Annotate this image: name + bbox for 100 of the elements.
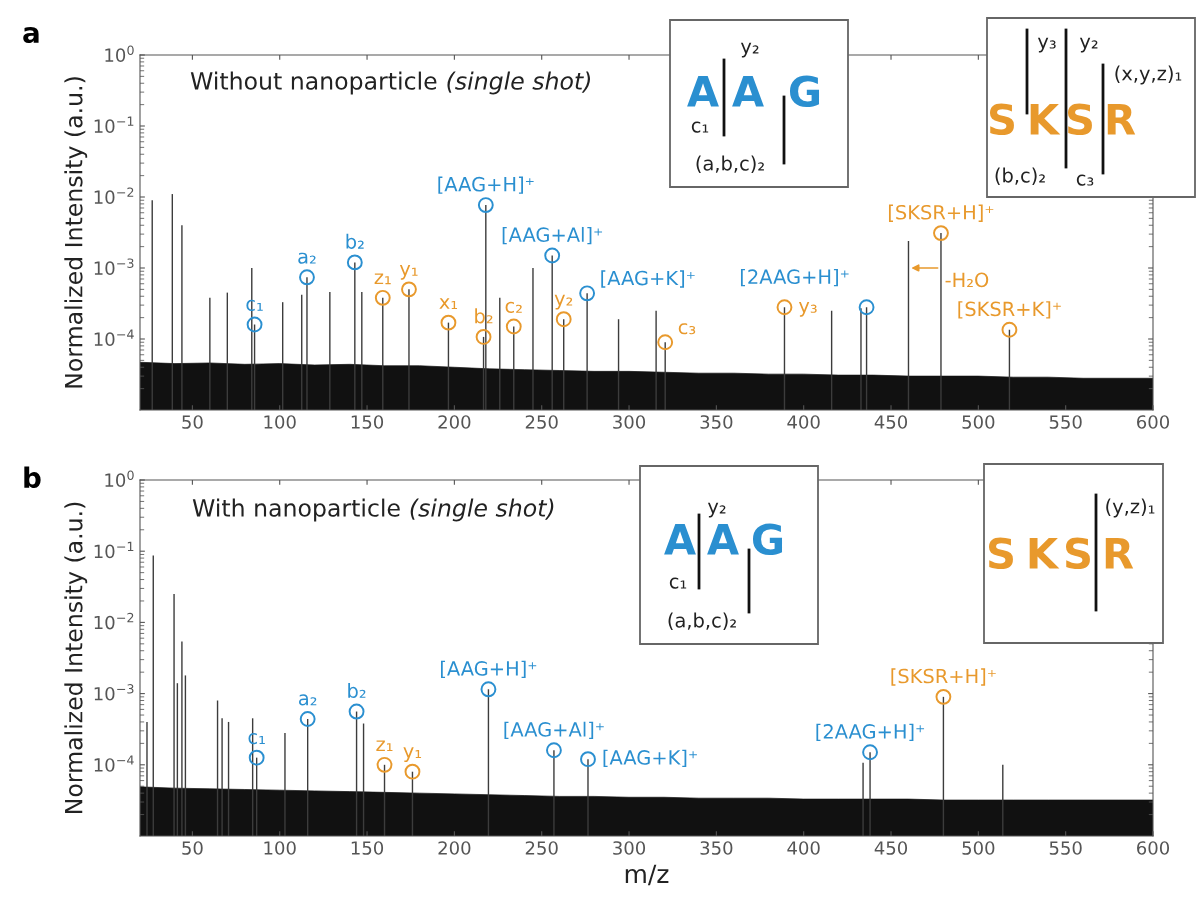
point [657,334,674,351]
annotation: Without nanoparticle [190,71,437,95]
point [544,247,561,264]
point [933,225,949,242]
annotation: (x,y,z)₁ [1115,65,1182,85]
point [546,742,562,759]
x-tick-label: 100 [264,841,296,855]
annotation: [SKSR+K]⁺ [958,301,1061,319]
annotation: A [732,76,764,107]
x-tick-label: 150 [351,841,384,855]
point [346,254,363,271]
annotation: c₃ [1076,174,1094,186]
annotation: z₁ [374,273,391,285]
point [480,681,497,698]
annotation: R [1107,104,1136,135]
point [579,285,596,302]
x-tick-label: 450 [874,415,908,429]
annotation: (b,c)₂ [995,167,1045,185]
x-tick-label: 100 [264,415,296,429]
annotation: b₂ [348,682,366,699]
point [376,756,393,773]
x-tick-label: 600 [1137,415,1170,429]
point [401,281,417,298]
point [1001,321,1018,338]
x-tick-label: 200 [438,415,471,429]
annotation: [AAG+H]⁺ [441,660,537,679]
x-tick-label: 500 [962,415,995,429]
text: y₃ [1037,37,1056,53]
annotation: [AAG+K]⁺ [601,270,695,288]
annotation: [AAG+Al]⁺ [502,226,603,245]
annotation: S [988,537,1013,570]
annotation: (y,z)₁ [1106,498,1155,518]
point [348,703,365,720]
annotation: z₁ [376,740,393,752]
point [440,314,457,331]
x-tick-label: 400 [787,415,820,429]
point [248,749,265,766]
annotation: A [687,76,719,107]
point [475,329,492,345]
annotation: a₂ [298,694,317,706]
annotation: (single shot) [447,71,591,95]
y-tick-label: 10$^{−4}$ [94,329,134,346]
annotation: K [1029,538,1060,569]
point [299,711,316,727]
y-axis-title: Normalized Intensity (a.u.) [64,502,88,813]
text: y₂ [1079,37,1098,53]
x-tick-label: 250 [525,841,558,855]
point [505,318,522,335]
x-tick-label: 600 [1137,841,1170,855]
annotation: G [789,75,820,108]
point [477,197,494,213]
x-tick-label: 500 [962,841,995,855]
x-tick-label: 350 [700,415,733,429]
annotation: S [1065,537,1090,570]
annotation: b₂ [346,233,364,249]
annotation: y₂ [740,42,759,58]
x-tick-label: 50 [182,841,203,855]
x-tick-label: 300 [613,841,646,855]
annotation: -H₂O [945,272,989,288]
annotation: [AAG+Al]⁺ [504,721,604,740]
y-tick-label: 10$^{−1}$ [94,116,134,133]
annotation: y₂ [707,502,726,518]
x-tick-label: 50 [182,415,203,429]
point [935,688,952,705]
annotation: [AAG+K]⁺ [603,749,697,768]
point [404,763,421,780]
annotation: c₃ [678,323,696,335]
x-tick-label: 400 [787,841,820,855]
annotation: K [1030,104,1061,135]
annotation: [2AAG+H]⁺ [816,723,925,742]
annotation: (a,b,c)₂ [668,612,736,630]
y-tick-label: 10$^{−2}$ [94,612,134,630]
annotation: A [707,524,739,555]
annotation: S [989,103,1014,136]
x-axis-title: m/z [625,864,669,886]
x-tick-label: 550 [1049,415,1082,429]
annotation: [SKSR+H]⁺ [891,668,996,686]
annotation: [SKSR+H]⁺ [888,204,994,222]
x-tick-label: 300 [613,415,646,429]
y-axis-title: Normalized Intensity (a.u.) [64,77,88,388]
annotation: G [752,523,783,556]
point [374,289,391,306]
text: a [23,27,39,44]
y-tick-label: 10$^{−3}$ [94,258,134,275]
x-tick-label: 200 [438,841,471,855]
y-tick-label: 10$^{−2}$ [94,187,134,204]
point [299,269,315,286]
point [862,744,878,761]
annotation: c₁ [691,121,709,133]
annotation: A [664,524,696,555]
x-tick-label: 450 [874,841,908,855]
y-tick-label: 10$^{0}$ [105,45,134,62]
x-tick-label: 550 [1049,841,1082,855]
x-tick-label: 250 [525,415,558,429]
annotation: With nanoparticle [192,498,400,522]
annotation: y₂ [554,294,573,310]
x-tick-label: 150 [351,415,384,429]
annotation: (single shot) [410,498,554,522]
annotation: [2AAG+H]⁺ [740,268,849,287]
annotation: c₂ [505,301,522,314]
